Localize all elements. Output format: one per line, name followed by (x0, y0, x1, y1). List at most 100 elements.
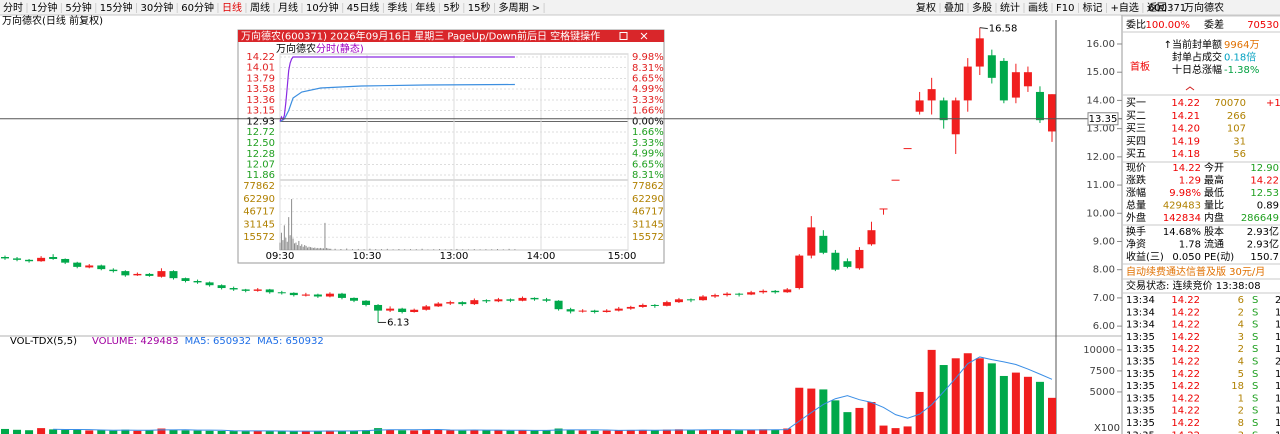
chart-title: 万向德农(日线 前复权) (2, 14, 103, 27)
volume-bar (362, 430, 371, 434)
toolbar-tab[interactable]: 1分钟 (31, 1, 57, 14)
popup-restore[interactable] (619, 32, 628, 40)
toolbar-tab[interactable]: 年线 (415, 1, 435, 14)
candle-body (229, 288, 238, 290)
volume-bar (337, 430, 346, 434)
y-tick-label: 8.00 (1093, 265, 1115, 276)
quote-cell: 封单占成交 (1172, 51, 1222, 64)
volume-bar (277, 431, 286, 434)
y-tick-label: 12.93 (246, 117, 275, 128)
quote-cell: 1 (1275, 307, 1280, 318)
toolbar-tab[interactable]: 月线 (278, 1, 298, 14)
crosshair-label-bg (1087, 112, 1119, 126)
volume-bar (289, 431, 298, 434)
toolbar-button[interactable]: 多股 (972, 1, 992, 14)
candle-body (193, 280, 202, 283)
volume-bar (145, 430, 154, 434)
candle-body (350, 297, 358, 301)
volume-bar (121, 429, 130, 434)
quote-cell: 1 (1275, 320, 1280, 331)
candle-body (386, 308, 395, 311)
candle-body (470, 300, 479, 305)
toolbar-tab[interactable]: 5分钟 (65, 1, 91, 14)
quote-cell: 6 (1238, 295, 1244, 306)
toolbar-tab[interactable]: 日线 (222, 1, 242, 14)
candle-body (759, 290, 768, 293)
quote-cell: 2 (1275, 357, 1280, 368)
volume-bar (771, 429, 780, 434)
toolbar-tab[interactable]: 60分钟 (181, 1, 214, 14)
quote-cell: 2 (1238, 307, 1244, 318)
toolbar-tab[interactable]: 15分钟 (100, 1, 133, 14)
toolbar-tab[interactable]: 30分钟 (140, 1, 173, 14)
toolbar-button[interactable]: +自选 (1110, 1, 1138, 14)
volume-bar (1035, 381, 1044, 434)
candle-body (25, 259, 34, 262)
volume-bar (169, 429, 178, 434)
y-tick-label: 13.00 (1086, 124, 1115, 135)
candle-body (37, 257, 46, 262)
quote-cell: 14.22 (1171, 357, 1200, 368)
y-tick-label: 11.86 (246, 170, 275, 181)
y2-tick-label: 3.33% (632, 138, 664, 149)
popup-close[interactable] (640, 32, 648, 40)
toolbar-button[interactable]: 统计 (1000, 1, 1020, 14)
quote-cell: 买五 (1126, 148, 1146, 160)
candle-body (578, 310, 587, 312)
quote-cell: S (1252, 320, 1258, 331)
toolbar-tab[interactable]: 周线 (250, 1, 270, 14)
candle-body (1, 257, 9, 259)
volume-bar (843, 412, 852, 434)
candle-body (362, 300, 371, 305)
toolbar-tab[interactable]: 多周期 > (499, 1, 541, 14)
promo[interactable]: 自动续费通达信普及版 30元/月 (1126, 265, 1265, 278)
volume-bar (855, 407, 864, 434)
volume-bar (554, 428, 563, 434)
candle-body (337, 293, 346, 298)
quote-cell: 14.22 (1171, 295, 1200, 306)
y-tick-label: 9.00 (1093, 236, 1115, 247)
toolbar-button[interactable]: F10 (1056, 3, 1074, 14)
toolbar-tab[interactable]: 45日线 (347, 1, 380, 14)
quote-cell: 13:34 (1126, 307, 1155, 318)
volume-bar (470, 429, 479, 434)
volume-bar (193, 430, 202, 434)
quote-cell: 委差 (1204, 18, 1224, 31)
volume-bar (650, 430, 659, 434)
candle-body (963, 66, 972, 101)
vol-tick-label: 31145 (243, 219, 275, 230)
candle-body (434, 303, 443, 307)
volume-bar (915, 391, 924, 434)
volume-bar (602, 430, 611, 434)
candle-body (987, 55, 996, 78)
toolbar-button[interactable]: 标记 (1082, 2, 1102, 14)
toolbar-button[interactable]: 返回 (1147, 2, 1167, 14)
volume-bar (109, 430, 118, 434)
bid-expand[interactable] (1185, 86, 1195, 91)
candle-body (686, 299, 695, 301)
toolbar-tab[interactable]: 10分钟 (306, 1, 339, 14)
toolbar-tab[interactable]: 分时 (3, 2, 23, 14)
volume-bar (674, 429, 683, 434)
toolbar-button[interactable]: 复权 (916, 1, 936, 14)
quote-cell: 56 (1233, 149, 1246, 160)
quote-cell: S (1252, 418, 1258, 429)
quote-cell: S (1252, 381, 1258, 392)
vol-tick-label: 46717 (243, 207, 275, 218)
toolbar-tab[interactable]: 5秒 (443, 1, 459, 14)
vol-tick-label: 77862 (632, 181, 664, 192)
volume-bar (626, 430, 635, 434)
quote-cell: 13:35 (1126, 369, 1155, 380)
quote-cell: 总量 (1126, 199, 1146, 212)
quote-cell: 1 (1275, 332, 1280, 343)
toolbar-tab[interactable]: 季线 (387, 1, 407, 14)
toolbar-button[interactable]: 画线 (1028, 1, 1048, 14)
volume-bar (13, 429, 22, 434)
y2-tick-label: 1.66% (632, 106, 664, 117)
candle-body (626, 306, 635, 309)
toolbar-tab[interactable]: 15秒 (468, 1, 491, 14)
popup-frame (237, 29, 665, 264)
volume-bar (1, 428, 9, 434)
toolbar-button[interactable]: 叠加 (944, 2, 964, 14)
quote-cell: 107 (1227, 124, 1246, 135)
